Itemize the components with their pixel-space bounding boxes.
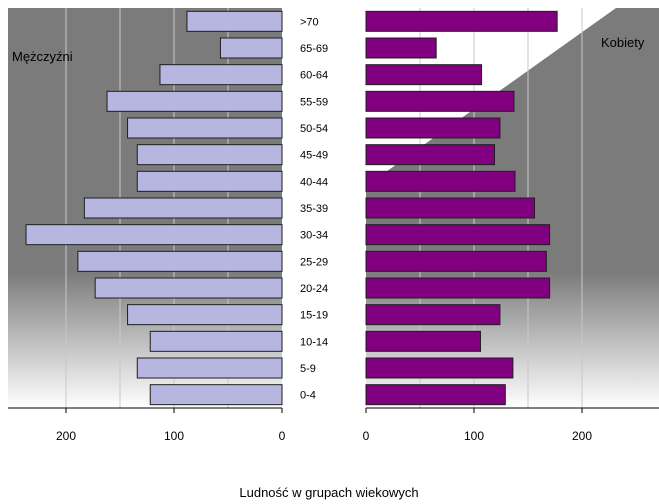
female-bar-20-24 [365,277,551,299]
male-side-label: Mężczyźni [12,49,73,64]
age-label-30-34: 30-34 [300,230,328,242]
female-bar-40-44 [365,170,516,192]
x-axis-title: Ludność w grupach wiekowych [239,485,418,500]
age-label-15-19: 15-19 [300,310,328,322]
male-bar-5-9 [136,357,283,379]
male-bar-30-34 [25,224,283,246]
age-label-60-64: 60-64 [300,70,328,82]
female-bar->70 [365,10,558,32]
age-label-35-39: 35-39 [300,203,328,215]
female-bar-60-64 [365,64,483,86]
female-bar-0-4 [365,384,506,406]
right-x-ticks: 0 100 200 [363,408,592,443]
female-series [365,10,558,406]
male-bar-40-44 [136,170,283,192]
age-label-45-49: 45-49 [300,150,328,162]
age-label-25-29: 25-29 [300,256,328,268]
female-bar-30-34 [365,224,551,246]
male-bar-65-69 [219,37,283,59]
male-bar-0-4 [149,384,283,406]
age-label->70: >70 [300,16,319,28]
age-group-labels: 0-4 5-9 10-14 15-19 20-24 25-29 30-34 35-39 40-4… [300,16,328,401]
age-label-40-44: 40-44 [300,176,328,188]
female-bar-55-59 [365,90,515,112]
male-bar-60-64 [159,64,283,86]
female-bar-65-69 [365,37,437,59]
female-bar-5-9 [365,357,514,379]
male-bar-55-59 [106,90,283,112]
male-bar-35-39 [83,197,283,219]
male-bar-20-24 [94,277,283,299]
male-series [25,10,283,406]
age-label-65-69: 65-69 [300,43,328,55]
female-bar-25-29 [365,250,547,272]
male-bar-15-19 [127,304,283,326]
male-bar-25-29 [77,250,283,272]
male-bar-10-14 [149,330,283,352]
x-tick-label: 200 [56,429,76,443]
x-tick-label: 100 [164,429,184,443]
male-bar->70 [186,10,283,32]
age-label-5-9: 5-9 [300,363,316,375]
female-side-label: Kobiety [601,35,645,50]
female-bar-35-39 [365,197,535,219]
x-tick-label: 200 [572,429,592,443]
male-bar-45-49 [136,144,283,166]
female-bar-45-49 [365,144,496,166]
age-label-10-14: 10-14 [300,336,328,348]
age-label-0-4: 0-4 [300,390,316,402]
female-bar-15-19 [365,304,501,326]
left-x-ticks: 0 100 200 [56,408,286,443]
x-tick-label: 0 [363,429,370,443]
female-bar-10-14 [365,330,481,352]
female-bar-50-54 [365,117,501,139]
age-label-20-24: 20-24 [300,283,328,295]
male-bar-50-54 [127,117,283,139]
x-tick-label: 0 [279,429,286,443]
x-tick-label: 100 [464,429,484,443]
age-label-55-59: 55-59 [300,96,328,108]
age-label-50-54: 50-54 [300,123,328,135]
